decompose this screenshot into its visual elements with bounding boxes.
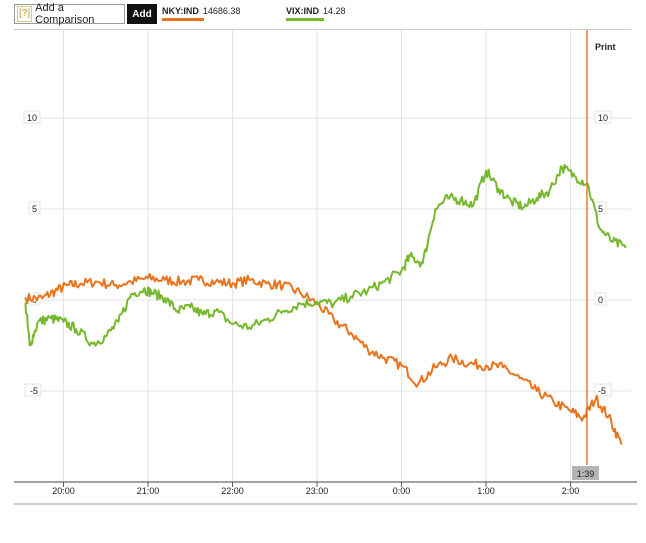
add-button[interactable]: Add [127, 4, 157, 24]
x-axis: 20:00 21:00 22:00 23:00 0:00 1:00 2:00 [14, 481, 637, 505]
y-label-box [23, 110, 41, 124]
legend-swatch [162, 18, 204, 21]
y-tick-label-right: -5 [598, 386, 606, 396]
legend-name: VIX:IND [286, 6, 320, 16]
y-tick-label-left: 5 [32, 204, 37, 214]
x-tick-label: 22:00 [221, 486, 244, 496]
legend-item-nky[interactable]: NKY:IND 14686.38 [162, 6, 240, 21]
legend-name: NKY:IND [162, 6, 199, 16]
y-label-box [24, 383, 42, 397]
x-tick-label: 20:00 [52, 486, 75, 496]
legend-swatch [286, 18, 324, 21]
cursor-time-box [572, 466, 599, 480]
y-label-box [594, 292, 607, 306]
y-label-box [594, 383, 612, 397]
y-tick-label-left: 0 [32, 295, 37, 305]
y-tick-label-right: 10 [598, 113, 608, 123]
legend-item-vix[interactable]: VIX:IND 14.28 [286, 6, 346, 21]
y-label-box [28, 292, 41, 306]
add-comparison-button[interactable]: [?] Add a Comparison [14, 2, 125, 26]
y-label-box [28, 201, 41, 215]
legend-value: 14.28 [323, 6, 346, 16]
cursor-time-label: 1:39 [577, 469, 595, 479]
y-tick-label-right: 0 [598, 295, 603, 305]
y-tick-label-right: 5 [598, 204, 603, 214]
series-line-vix-ind [24, 163, 627, 347]
add-comparison-label: Add a Comparison [35, 2, 95, 26]
y-tick-label-left: -5 [30, 386, 38, 396]
x-tick-label: 21:00 [137, 486, 160, 496]
y-axis-labels: 10 10 5 5 0 0 -5 -5 [23, 110, 612, 397]
x-tick-label: 2:00 [562, 486, 580, 496]
legend-value: 14686.38 [202, 6, 241, 16]
print-link[interactable]: Print [595, 42, 616, 52]
x-tick-label: 1:00 [477, 486, 495, 496]
help-icon: [?] [17, 6, 33, 22]
series-lines [24, 163, 627, 445]
y-tick-label-left: 10 [27, 113, 37, 123]
series-line-nky-ind [24, 272, 623, 445]
y-label-box [594, 110, 612, 124]
x-tick-label: 0:00 [393, 486, 411, 496]
grid [40, 30, 631, 482]
crosshair-cursor: 1:39 [572, 30, 599, 480]
chart-toolbar: [?] Add a Comparison Add NKY:IND 14686.38… [14, 2, 644, 26]
top-divider [14, 29, 631, 30]
x-tick-label: 23:00 [306, 486, 329, 496]
